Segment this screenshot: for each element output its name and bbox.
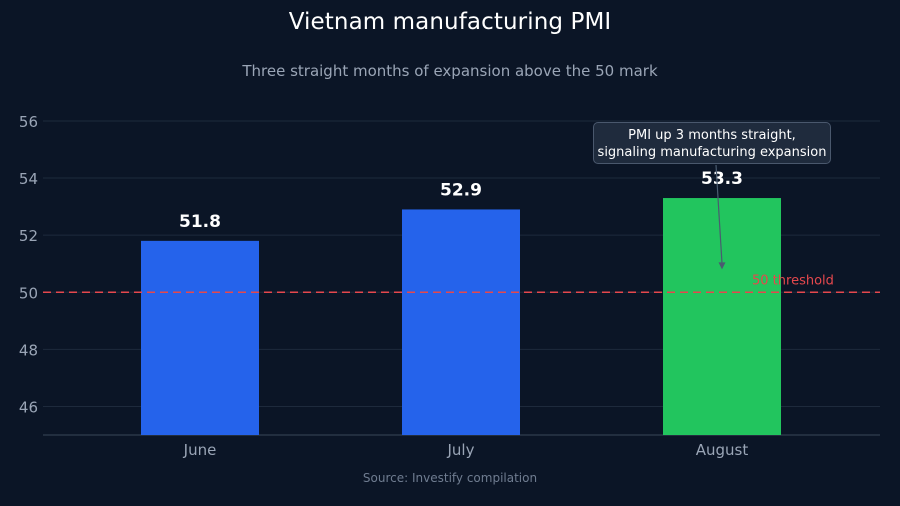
bar-june: [141, 240, 259, 435]
data-label: 52.9: [440, 180, 482, 200]
annotation-arrowhead: [718, 262, 726, 270]
y-tick-label: 48: [19, 341, 38, 359]
data-label: 53.3: [701, 169, 743, 189]
annotation-line-1: PMI up 3 months straight,: [628, 128, 796, 143]
y-tick-label: 52: [19, 227, 38, 245]
source-note: Source: Investify compilation: [362, 471, 538, 485]
y-tick-label: 54: [19, 170, 38, 188]
annotation-line-2: signaling manufacturing expansion: [597, 145, 827, 160]
bar-july: [402, 209, 520, 435]
annotation-arrow: [715, 164, 723, 264]
data-label: 51.8: [179, 212, 221, 232]
x-tick-label: August: [696, 441, 749, 459]
y-tick-label: 56: [19, 113, 38, 131]
chart-title: Vietnam manufacturing PMI: [288, 9, 612, 35]
y-tick-label: 50: [19, 284, 38, 302]
chart-subtitle: Three straight months of expansion above…: [242, 62, 658, 80]
y-tick-label: 46: [19, 398, 38, 416]
bar-august: [663, 198, 781, 435]
x-tick-label: July: [447, 441, 475, 459]
annotation-callout: PMI up 3 months straight, signaling manu…: [593, 122, 831, 164]
threshold-label: 50 threshold: [752, 273, 834, 288]
x-tick-label: June: [183, 441, 217, 459]
